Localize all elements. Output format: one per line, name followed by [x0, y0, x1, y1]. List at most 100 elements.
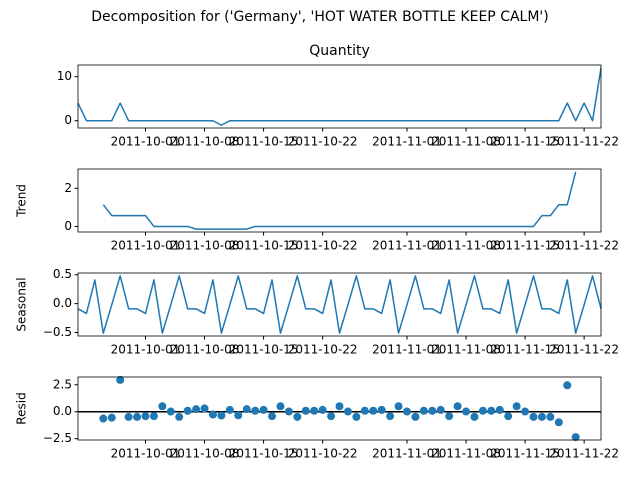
- y-axis-label: Trend: [15, 184, 29, 218]
- resid-point: [512, 402, 521, 411]
- x-tick-label: 2011-11-08: [431, 135, 501, 149]
- resid-point: [504, 412, 513, 421]
- x-tick-label: 2011-11-01: [372, 447, 442, 461]
- y-tick-label: 0.0: [53, 296, 72, 310]
- resid-point: [563, 381, 572, 390]
- resid-point: [301, 406, 310, 415]
- resid-point: [124, 412, 133, 421]
- panel-title: Quantity: [309, 43, 370, 59]
- resid-point: [217, 411, 226, 420]
- x-tick-label: 2011-10-22: [288, 239, 358, 253]
- resid-point: [411, 412, 420, 421]
- x-tick-label: 2011-11-01: [372, 239, 442, 253]
- resid-point: [352, 412, 361, 421]
- resid-point: [141, 412, 150, 421]
- x-tick-label: 2011-10-01: [111, 343, 181, 357]
- resid-point: [453, 402, 462, 411]
- series-line: [77, 67, 602, 126]
- y-tick-label: 2: [64, 181, 72, 195]
- x-tick-label: 2011-10-08: [170, 343, 240, 357]
- resid-point: [419, 406, 428, 415]
- x-tick-label: 2011-10-15: [229, 239, 299, 253]
- resid-point: [521, 407, 530, 416]
- resid-point: [242, 405, 251, 414]
- resid-point: [99, 414, 108, 423]
- x-tick-label: 2011-11-08: [431, 447, 501, 461]
- resid-point: [318, 405, 327, 414]
- resid-point: [571, 433, 580, 442]
- y-tick-label: −0.5: [43, 325, 72, 339]
- resid-point: [225, 405, 234, 414]
- resid-point: [310, 406, 319, 415]
- resid-point: [183, 406, 192, 415]
- x-tick-label: 2011-11-08: [431, 343, 501, 357]
- resid-point: [116, 375, 125, 384]
- resid-point: [259, 405, 268, 414]
- resid-point: [335, 402, 344, 411]
- resid-point: [192, 405, 201, 414]
- x-tick-label: 2011-10-22: [288, 343, 358, 357]
- resid-point: [369, 406, 378, 415]
- x-tick-label: 2011-11-08: [431, 239, 501, 253]
- resid-point: [107, 413, 116, 422]
- y-axis-label: Seasonal: [15, 277, 29, 331]
- x-tick-label: 2011-10-01: [111, 447, 181, 461]
- x-tick-label: 2011-11-15: [490, 239, 560, 253]
- y-tick-label: −2.5: [43, 431, 72, 445]
- resid-point: [234, 411, 243, 420]
- y-tick-label: 0.0: [53, 404, 72, 418]
- resid-point: [470, 412, 479, 421]
- resid-point: [327, 412, 336, 421]
- x-tick-label: 2011-11-22: [549, 239, 619, 253]
- y-tick-label: 0: [64, 219, 72, 233]
- x-tick-label: 2011-10-22: [288, 135, 358, 149]
- series-line: [102, 171, 577, 230]
- resid-point: [293, 412, 302, 421]
- x-tick-label: 2011-10-08: [170, 447, 240, 461]
- x-tick-label: 2011-10-15: [229, 447, 299, 461]
- x-tick-label: 2011-11-15: [490, 135, 560, 149]
- resid-point: [478, 406, 487, 415]
- resid-point: [546, 412, 555, 421]
- resid-point: [284, 407, 293, 416]
- resid-point: [386, 412, 395, 421]
- axes-frame: [77, 168, 602, 233]
- x-tick-label: 2011-11-22: [549, 343, 619, 357]
- resid-point: [251, 406, 260, 415]
- x-tick-label: 2011-11-22: [549, 447, 619, 461]
- x-tick-label: 2011-10-22: [288, 447, 358, 461]
- resid-point: [394, 402, 403, 411]
- resid-point: [166, 407, 175, 416]
- y-axis-label: Resid: [15, 392, 29, 424]
- resid-point: [343, 407, 352, 416]
- resid-point: [529, 412, 538, 421]
- y-tick-label: 2.5: [53, 377, 72, 391]
- x-tick-label: 2011-11-01: [372, 135, 442, 149]
- resid-point: [149, 412, 158, 421]
- axes-frame: [77, 64, 602, 129]
- resid-point: [268, 412, 277, 421]
- resid-point: [445, 412, 454, 421]
- axes-frame: [77, 376, 602, 441]
- resid-point: [158, 402, 167, 411]
- resid-point: [428, 406, 437, 415]
- axes-frame: [77, 272, 602, 337]
- resid-point: [360, 406, 369, 415]
- resid-point: [377, 405, 386, 414]
- resid-point: [487, 406, 496, 415]
- resid-point: [554, 418, 563, 427]
- resid-point: [276, 402, 285, 411]
- y-tick-label: 0: [64, 113, 72, 127]
- x-tick-label: 2011-11-15: [490, 447, 560, 461]
- resid-point: [208, 410, 217, 419]
- resid-point: [495, 405, 504, 414]
- x-tick-label: 2011-10-15: [229, 343, 299, 357]
- y-tick-label: 0.5: [53, 267, 72, 281]
- figure-title: Decomposition for ('Germany', 'HOT WATER…: [91, 9, 548, 25]
- x-tick-label: 2011-10-15: [229, 135, 299, 149]
- series-line: [77, 275, 602, 334]
- resid-point: [175, 412, 184, 421]
- x-tick-label: 2011-10-08: [170, 135, 240, 149]
- resid-point: [462, 407, 471, 416]
